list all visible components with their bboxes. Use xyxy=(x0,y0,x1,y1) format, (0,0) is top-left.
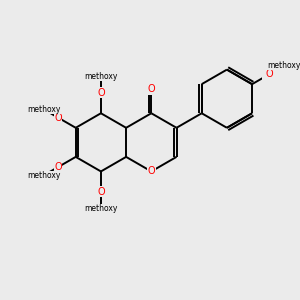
Text: O: O xyxy=(266,69,274,79)
Text: methoxy: methoxy xyxy=(84,71,118,80)
Text: O: O xyxy=(54,162,62,172)
Text: methoxy: methoxy xyxy=(268,61,300,70)
Text: O: O xyxy=(97,187,105,197)
Text: O: O xyxy=(148,167,155,176)
Text: methoxy: methoxy xyxy=(27,171,60,180)
Text: O: O xyxy=(148,84,155,94)
Text: methoxy: methoxy xyxy=(27,105,60,114)
Text: O: O xyxy=(54,112,62,123)
Text: O: O xyxy=(97,88,105,98)
Text: methoxy: methoxy xyxy=(84,204,118,213)
